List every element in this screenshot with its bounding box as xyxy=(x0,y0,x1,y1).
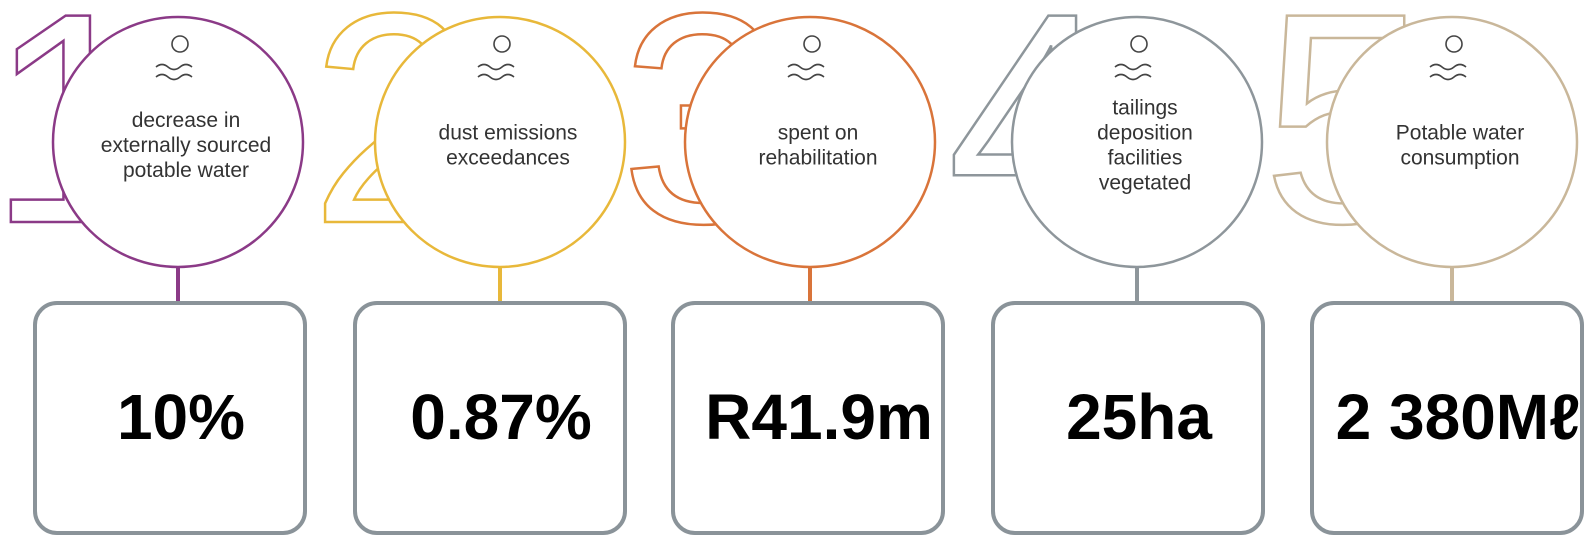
icon-line xyxy=(477,63,515,81)
icon-line xyxy=(1429,63,1467,81)
step-label: dust emissions xyxy=(439,122,578,145)
step-circle xyxy=(373,15,627,269)
icon xyxy=(787,35,825,81)
step-circle xyxy=(51,15,305,269)
icon-dot xyxy=(493,35,511,53)
step-circle xyxy=(683,15,937,269)
step-label: Potable water xyxy=(1396,122,1524,145)
step-label: potable water xyxy=(123,159,249,182)
step-label: externally sourced xyxy=(101,134,271,157)
icon-dot xyxy=(1445,35,1463,53)
icon-dot xyxy=(1130,35,1148,53)
step-label: decrease in xyxy=(132,109,241,132)
icon-line xyxy=(787,63,825,81)
value-box xyxy=(33,301,307,535)
value: 10% xyxy=(117,381,245,453)
value: 0.87% xyxy=(410,381,591,453)
step-circle xyxy=(1010,15,1264,269)
icon-line xyxy=(1114,63,1152,81)
step-circle xyxy=(1325,15,1579,269)
step-card: 4tailingsdepositionfacilitiesvegetated25… xyxy=(946,0,1265,535)
step-label: exceedances xyxy=(446,147,570,170)
step-label: consumption xyxy=(1400,147,1519,170)
icon-line xyxy=(155,63,193,81)
step-label: facilities xyxy=(1108,147,1183,170)
value-box xyxy=(991,301,1265,535)
step-label: spent on xyxy=(778,122,859,145)
step-label: vegetated xyxy=(1099,172,1191,195)
icon-dot xyxy=(171,35,189,53)
icon xyxy=(477,35,515,81)
value-box xyxy=(1310,301,1584,535)
value: R41.9m xyxy=(705,381,933,453)
value-box xyxy=(353,301,627,535)
step-label: tailings xyxy=(1112,97,1177,120)
value: 2 380Mℓ xyxy=(1336,381,1581,453)
icon-dot xyxy=(803,35,821,53)
icon xyxy=(1114,35,1152,81)
icon xyxy=(155,35,193,81)
step-label: rehabilitation xyxy=(758,147,877,170)
value-box xyxy=(671,301,945,535)
step-label: deposition xyxy=(1097,122,1193,145)
icon xyxy=(1429,35,1467,81)
value: 25ha xyxy=(1066,381,1212,453)
